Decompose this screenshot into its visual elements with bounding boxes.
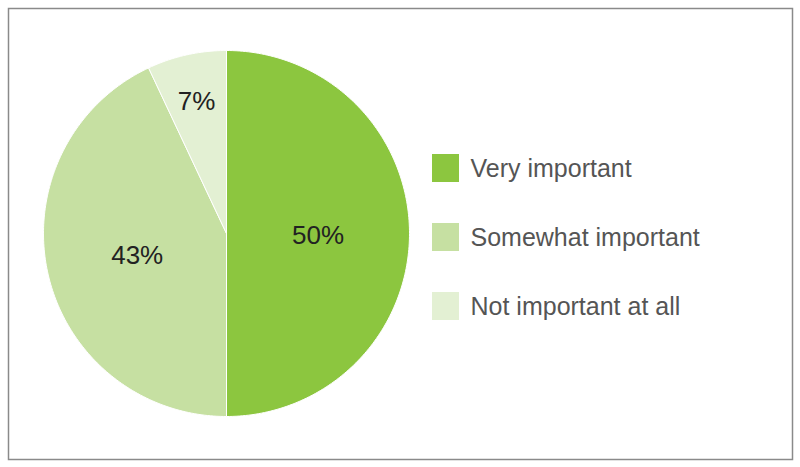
svg-text:43%: 43% [111, 240, 163, 270]
svg-text:50%: 50% [292, 220, 344, 250]
svg-text:Very important: Very important [471, 154, 632, 182]
svg-text:Not important at all: Not important at all [471, 292, 681, 320]
svg-text:7%: 7% [178, 86, 216, 116]
svg-text:Somewhat important: Somewhat important [471, 223, 700, 251]
